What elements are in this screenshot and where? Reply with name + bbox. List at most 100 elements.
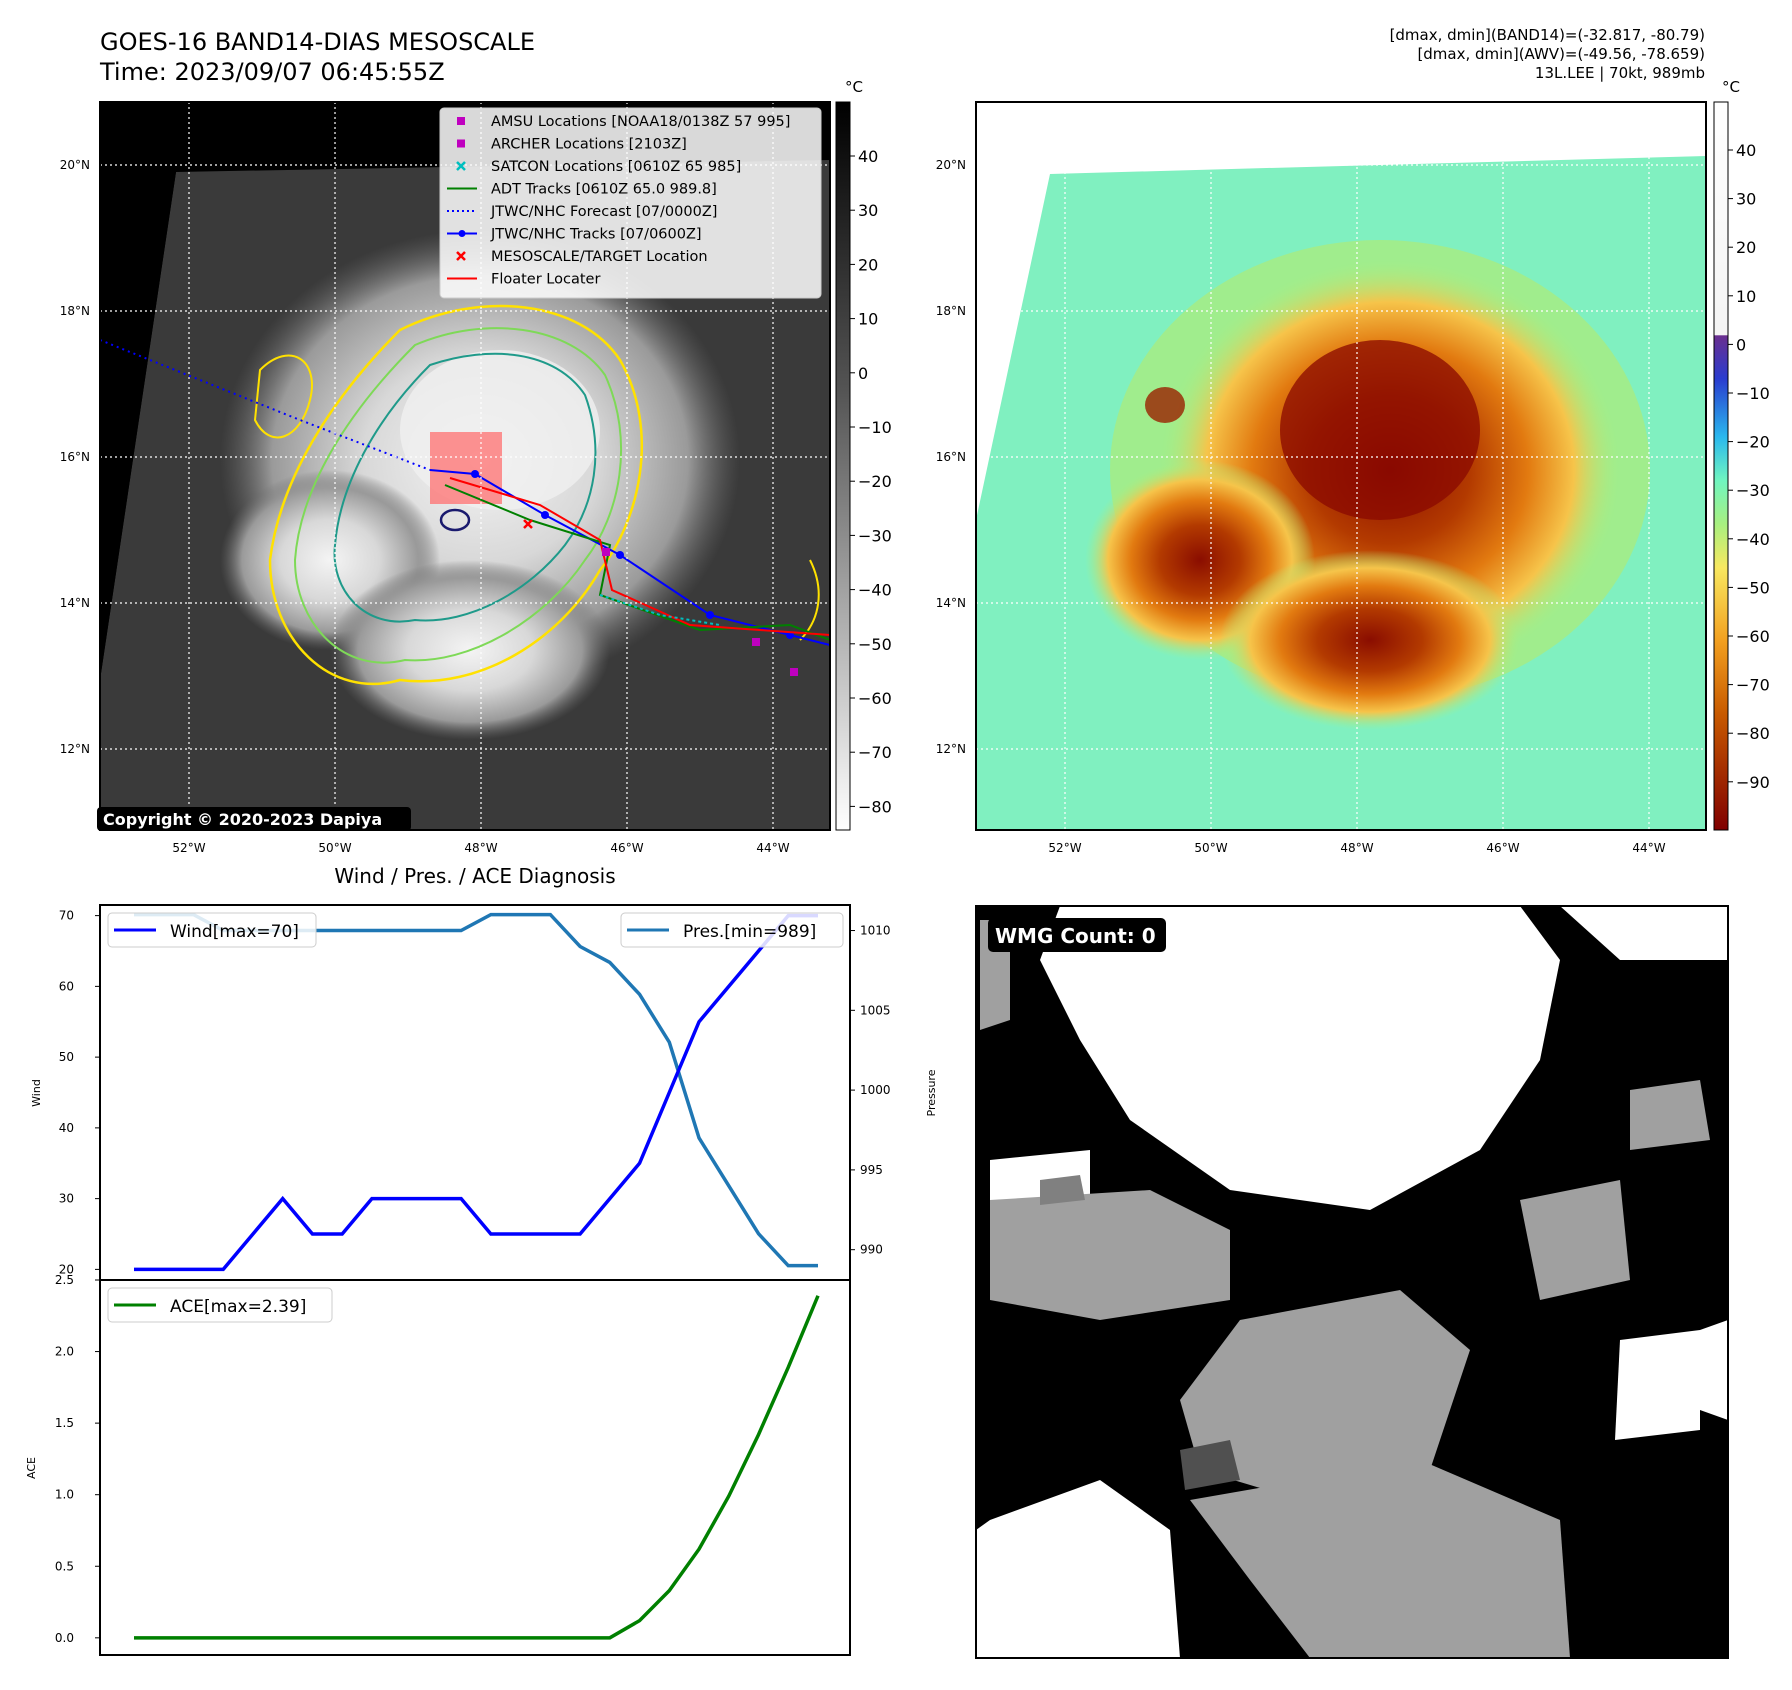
lon-tick-label: 44°W <box>1632 841 1665 855</box>
colorbar-tick-label: 10 <box>858 310 878 329</box>
legend-x-marker <box>456 251 466 261</box>
color-ir-map-panel: 52°W 50°W 48°W 46°W 44°W 20°N 18°N 16°N 14°N 12°… <box>936 101 1707 855</box>
legend-label: Floater Locater <box>491 272 600 288</box>
ir-colorbar: °C 40 30 20 10 0 −10 −20 −30 −40 −50 −60 −70 −80 <box>835 78 892 831</box>
lon-tick-label: 46°W <box>1486 841 1519 855</box>
ace-legend-label: ACE[max=2.39] <box>170 1297 306 1317</box>
colorbar-tick-label: −90 <box>1736 773 1770 792</box>
colorbar-tick-label: −10 <box>1736 384 1770 403</box>
copyright-text: Copyright © 2020-2023 Dapiya <box>103 810 382 829</box>
ace-chart: ACE 0.0 0.5 1.0 1.5 2.0 2.5 ACE[max=2.39] <box>25 1273 851 1656</box>
colorbar-tick-label: 40 <box>858 147 878 166</box>
colorbar-tick-label: −30 <box>858 526 892 545</box>
pressure-legend-label: Pres.[min=989] <box>683 922 816 942</box>
wmg-count-label: WMG Count: 0 <box>995 924 1156 948</box>
colorbar-tick-label: −60 <box>858 689 892 708</box>
pressure-tick-label: 1005 <box>860 1003 891 1017</box>
legend-entry: AMSU Locations [NOAA18/0138Z 57 995] <box>457 114 790 130</box>
ace-axis-label: ACE <box>25 1457 38 1479</box>
lon-tick-label: 52°W <box>172 841 205 855</box>
ace-legend: ACE[max=2.39] <box>107 1287 333 1323</box>
ace-tick-label: 2.0 <box>55 1345 74 1359</box>
figure-time: Time: 2023/09/07 06:45:55Z <box>99 58 445 86</box>
legend-entry: Floater Locater <box>447 272 600 288</box>
colorbar-tick-label: 20 <box>1736 238 1756 257</box>
wind-axis-label: Wind <box>30 1079 43 1107</box>
pressure-tick-label: 990 <box>860 1243 883 1257</box>
colorbar-tick-label: −40 <box>858 581 892 600</box>
lon-tick-label: 50°W <box>1194 841 1227 855</box>
lat-tick-label: 18°N <box>60 304 90 318</box>
colorbar-tick-label: 0 <box>1736 335 1746 354</box>
figure-title: GOES-16 BAND14-DIAS MESOSCALE <box>100 28 535 56</box>
ace-tick-label: 1.0 <box>55 1488 74 1502</box>
legend-label: SATCON Locations [0610Z 65 985] <box>491 159 741 175</box>
storm-info-text: 13L.LEE | 70kt, 989mb <box>1535 64 1705 82</box>
lon-tick-label: 52°W <box>1048 841 1081 855</box>
colorbar-tick-label: −30 <box>1736 481 1770 500</box>
wind-tick-label: 50 <box>59 1050 74 1064</box>
wind-tick-label: 40 <box>59 1121 74 1135</box>
colorbar-tick-label: −80 <box>1736 724 1770 743</box>
color-colorbar-unit: °C <box>1722 78 1740 96</box>
ace-series-line <box>134 1295 820 1640</box>
legend-label: JTWC/NHC Tracks [07/0600Z] <box>490 227 702 243</box>
wind-tick-label: 70 <box>59 909 74 923</box>
legend-label: ARCHER Locations [2103Z] <box>491 137 687 153</box>
band14-range-text: [dmax, dmin](BAND14)=(-32.817, -80.79) <box>1390 26 1705 44</box>
lat-tick-label: 20°N <box>936 158 966 172</box>
ir-colorbar-unit: °C <box>845 78 863 96</box>
colorbar-tick-label: 10 <box>1736 287 1756 306</box>
legend-label: AMSU Locations [NOAA18/0138Z 57 995] <box>491 114 790 130</box>
ace-tick-label: 0.5 <box>55 1559 74 1573</box>
awv-range-text: [dmax, dmin](AWV)=(-49.56, -78.659) <box>1417 45 1705 63</box>
color-map-gridlines <box>976 102 1706 830</box>
pressure-legend: Pres.[min=989] <box>620 912 844 948</box>
pressure-tick-label: 1000 <box>860 1083 891 1097</box>
legend-label: JTWC/NHC Forecast [07/0000Z] <box>490 204 717 220</box>
lat-tick-label: 12°N <box>936 742 966 756</box>
wmg-panel: WMG Count: 0 <box>975 905 1729 1659</box>
lat-tick-label: 20°N <box>60 158 90 172</box>
colorbar-tick-label: −50 <box>858 635 892 654</box>
wind-tick-label: 30 <box>59 1192 74 1206</box>
legend-dot-marker <box>458 230 466 237</box>
legend-entry: SATCON Locations [0610Z 65 985] <box>456 159 741 175</box>
ace-tick-label: 0.0 <box>55 1631 74 1645</box>
colorbar-tick-label: 40 <box>1736 141 1756 160</box>
legend-entry: MESOSCALE/TARGET Location <box>456 249 708 265</box>
legend-entry: JTWC/NHC Forecast [07/0000Z] <box>447 204 717 220</box>
lon-tick-label: 48°W <box>1340 841 1373 855</box>
pressure-axis-label: Pressure <box>925 1069 938 1116</box>
colorbar-tick-label: −70 <box>858 743 892 762</box>
wind-pressure-chart: Wind / Pres. / ACE Diagnosis Wind Pressu… <box>30 864 938 1281</box>
ir-map-legend: AMSU Locations [NOAA18/0138Z 57 995] ARCH… <box>439 107 822 299</box>
ace-tick-label: 1.5 <box>55 1416 74 1430</box>
colorbar-tick-label: 30 <box>1736 190 1756 209</box>
legend-x-marker <box>456 161 466 171</box>
colorbar-tick-label: 30 <box>858 201 878 220</box>
legend-entry: ARCHER Locations [2103Z] <box>457 137 687 153</box>
colorbar-tick-label: −20 <box>858 472 892 491</box>
colorbar-tick-label: −20 <box>1736 433 1770 452</box>
legend-label: ADT Tracks [0610Z 65.0 989.8] <box>491 182 717 198</box>
pressure-tick-label: 1010 <box>860 924 891 938</box>
colorbar-tick-label: 0 <box>858 364 868 383</box>
colorbar-tick-label: −50 <box>1736 578 1770 597</box>
wind-legend: Wind[max=70] <box>107 912 317 948</box>
lat-tick-label: 18°N <box>936 304 966 318</box>
lat-tick-label: 16°N <box>936 450 966 464</box>
wind-series-line <box>134 913 818 1272</box>
wind-tick-label: 60 <box>59 979 74 993</box>
legend-entry: JTWC/NHC Tracks [07/0600Z] <box>447 227 702 243</box>
wind-legend-label: Wind[max=70] <box>170 922 299 942</box>
colorbar-tick-label: −10 <box>858 418 892 437</box>
lon-tick-label: 44°W <box>756 841 789 855</box>
colorbar-tick-label: 20 <box>858 255 878 274</box>
legend-square-marker <box>457 117 465 125</box>
colorbar-tick-label: −70 <box>1736 676 1770 695</box>
ir-map-panel: Copyright © 2020-2023 Dapiya AMSU Locati… <box>60 101 831 855</box>
lat-tick-label: 14°N <box>936 596 966 610</box>
diagnosis-title: Wind / Pres. / ACE Diagnosis <box>334 864 615 888</box>
lat-tick-label: 16°N <box>60 450 90 464</box>
